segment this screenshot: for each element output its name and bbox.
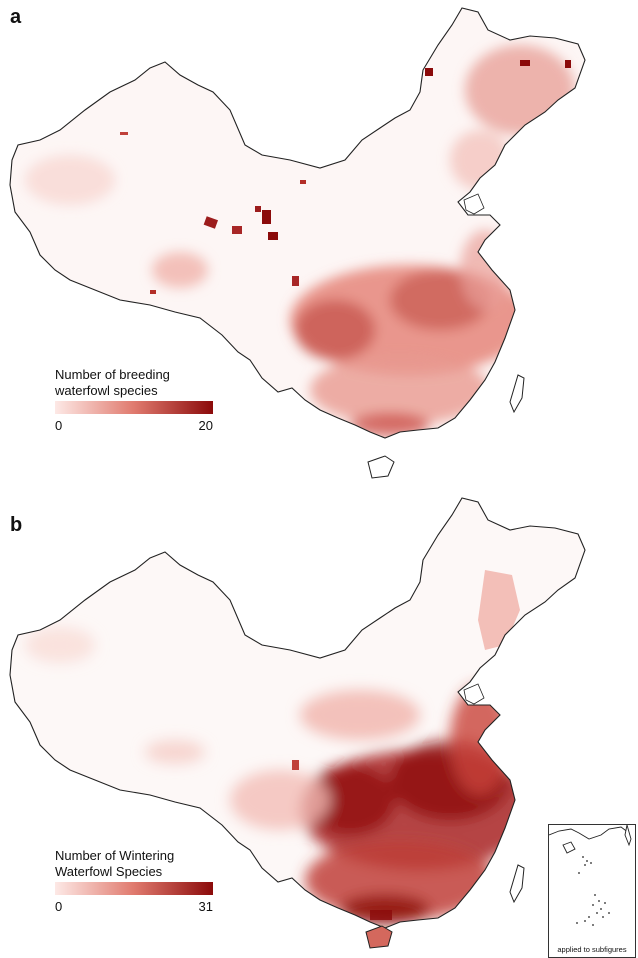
taiwan-outline-a bbox=[509, 374, 525, 414]
panel-a-label: a bbox=[10, 6, 22, 28]
hainan-outline-b bbox=[365, 925, 393, 949]
breeding-legend-max: 20 bbox=[198, 418, 213, 433]
breeding-legend-title-line1: Number of breeding bbox=[55, 367, 170, 382]
inset-caption: applied to subfigures bbox=[557, 945, 627, 954]
wintering-legend: Number of Wintering Waterfowl Species 0 … bbox=[55, 848, 213, 915]
south-china-sea-inset: applied to subfigures bbox=[548, 824, 636, 958]
breeding-legend: Number of breeding waterfowl species 0 2… bbox=[55, 367, 213, 434]
wintering-legend-colorbar bbox=[55, 882, 213, 895]
breeding-waterfowl-map bbox=[9, 7, 586, 479]
breeding-legend-title-line2: waterfowl species bbox=[55, 383, 158, 398]
panel-a-breeding-map: a bbox=[9, 6, 586, 479]
panel-b-label: b bbox=[10, 514, 23, 536]
breeding-legend-min: 0 bbox=[55, 418, 63, 433]
wintering-legend-title-line1: Number of Wintering bbox=[55, 848, 175, 863]
panel-b-wintering-map: b bbox=[0, 480, 638, 958]
hainan-outline-a bbox=[367, 455, 395, 479]
wintering-waterfowl-map bbox=[9, 497, 586, 949]
wintering-legend-max: 31 bbox=[198, 899, 213, 914]
breeding-legend-colorbar bbox=[55, 401, 213, 414]
inset-map bbox=[549, 825, 632, 926]
wintering-legend-min: 0 bbox=[55, 899, 63, 914]
taiwan-outline-b bbox=[509, 864, 525, 904]
wintering-legend-title-line2: Waterfowl Species bbox=[55, 864, 163, 879]
